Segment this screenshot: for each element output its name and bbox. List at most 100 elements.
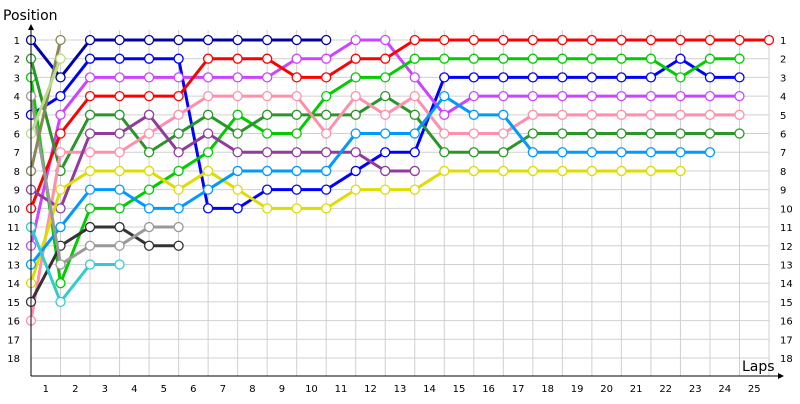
data-point: [704, 53, 716, 64]
x-tick-label: 3: [102, 384, 108, 395]
data-point: [704, 128, 716, 139]
data-point: [202, 165, 214, 177]
x-tick-label: 7: [220, 384, 226, 395]
y-tick-label-left: 4: [14, 92, 20, 103]
data-point: [291, 34, 302, 46]
data-point: [527, 128, 538, 139]
data-point: [734, 72, 745, 83]
data-point: [527, 90, 538, 102]
y-axis-arrow: [28, 24, 34, 30]
data-point: [55, 53, 66, 64]
data-point: [262, 203, 273, 214]
data-point: [84, 128, 96, 139]
data-point: [143, 203, 155, 214]
data-point: [143, 184, 155, 195]
data-point: [586, 147, 598, 158]
y-tick-label-left: 5: [14, 111, 20, 122]
data-point: [645, 34, 657, 46]
data-point: [498, 147, 509, 158]
x-tick-label: 25: [748, 384, 761, 395]
data-point: [616, 128, 627, 139]
data-point: [498, 128, 509, 139]
y-tick-label-left: 2: [14, 55, 20, 66]
data-point: [114, 90, 125, 102]
data-point: [675, 128, 686, 139]
data-point: [350, 72, 361, 83]
series-2: [25, 34, 745, 251]
x-tick-label: 24: [718, 384, 731, 395]
x-tick-label: 16: [482, 384, 495, 395]
data-point: [55, 278, 66, 289]
data-point: [350, 165, 361, 177]
data-point: [557, 34, 568, 46]
data-point: [202, 53, 214, 64]
x-tick-label: 11: [335, 384, 348, 395]
data-point: [232, 165, 243, 177]
x-tick-label: 21: [630, 384, 643, 395]
data-point: [232, 53, 243, 64]
data-point: [557, 165, 568, 177]
data-point: [439, 72, 450, 83]
y-tick-label-right: 16: [780, 317, 793, 328]
y-tick-label-right: 8: [780, 167, 786, 178]
data-point: [409, 147, 420, 158]
data-point: [173, 90, 184, 102]
data-point: [173, 203, 184, 214]
data-point: [734, 128, 745, 139]
data-point: [645, 90, 657, 102]
data-point: [262, 109, 273, 120]
data-point: [380, 165, 391, 177]
data-point: [114, 165, 125, 177]
data-point: [143, 221, 155, 233]
data-point: [84, 240, 96, 251]
data-point: [616, 72, 627, 83]
y-tick-label-left: 6: [14, 130, 20, 141]
data-point: [645, 53, 657, 64]
data-point: [350, 34, 361, 46]
data-point: [173, 109, 184, 120]
data-point: [675, 109, 686, 120]
data-point: [173, 240, 184, 251]
data-point: [202, 128, 214, 139]
data-point: [55, 259, 66, 270]
y-tick-label-left: 10: [7, 204, 20, 215]
data-point: [84, 53, 96, 64]
data-point: [114, 203, 125, 214]
data-point: [321, 203, 332, 214]
data-point: [55, 34, 66, 46]
data-point: [468, 128, 479, 139]
data-point: [645, 72, 657, 83]
data-point: [84, 147, 96, 158]
data-point: [114, 259, 125, 270]
data-point: [675, 165, 686, 177]
data-point: [84, 221, 96, 233]
data-point: [498, 34, 509, 46]
data-point: [291, 53, 302, 64]
data-point: [586, 128, 598, 139]
x-tick-label: 15: [453, 384, 466, 395]
y-tick-label-left: 12: [7, 242, 20, 253]
data-point: [143, 128, 155, 139]
data-point: [55, 72, 66, 83]
data-point: [380, 72, 391, 83]
y-tick-label-left: 15: [7, 298, 20, 309]
data-point: [321, 53, 332, 64]
x-tick-label: 20: [600, 384, 613, 395]
data-point: [232, 128, 243, 139]
y-tick-label-left: 1: [14, 36, 20, 47]
data-point: [763, 34, 775, 46]
data-point: [232, 184, 243, 195]
series-9: [25, 90, 716, 270]
series-11: [25, 90, 184, 270]
x-tick-label: 9: [279, 384, 285, 395]
data-point: [84, 34, 96, 46]
series-3: [25, 34, 775, 214]
data-point: [409, 128, 420, 139]
data-point: [114, 53, 125, 64]
data-point: [675, 34, 686, 46]
data-point: [173, 128, 184, 139]
data-point: [527, 53, 538, 64]
data-point: [527, 165, 538, 177]
data-point: [734, 53, 745, 64]
